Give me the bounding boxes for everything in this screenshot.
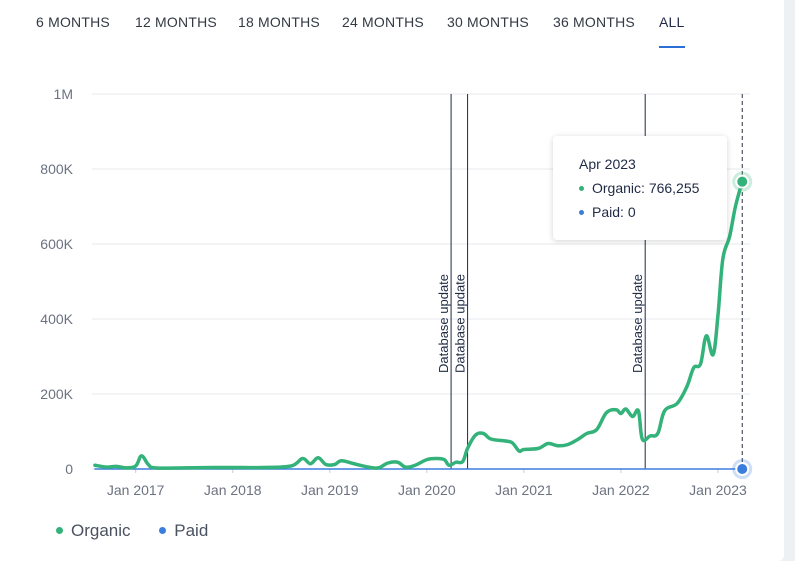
series — [93, 179, 744, 470]
paid-legend-dot-icon — [159, 527, 167, 534]
tooltip-paid-label: Paid: — [592, 204, 624, 220]
y-tick-label: 800K — [40, 161, 73, 177]
y-axis-ticks: 0 200K 400K 600K 800K 1M — [40, 86, 73, 477]
y-tick-label: 600K — [40, 236, 73, 252]
organic-legend-dot-icon — [56, 527, 63, 534]
y-tick-label: 200K — [40, 386, 73, 402]
active-tab-indicator — [659, 46, 685, 48]
x-tick-label: Jan 2017 — [107, 482, 165, 498]
tooltip-organic-value: 766,255 — [648, 180, 700, 196]
y-tick-label: 400K — [40, 311, 73, 327]
annotation-label: Database update — [630, 274, 645, 373]
tooltip-paid-value: 0 — [627, 204, 636, 220]
tooltip-organic-row: Organic: 766,255 — [579, 180, 727, 196]
x-tick-label: Jan 2021 — [495, 482, 553, 498]
tab-30-months[interactable]: 30 MONTHS — [447, 14, 529, 30]
hover-point-organic[interactable] — [735, 174, 750, 189]
hover-tooltip: Apr 2023 Organic: 766,255 Paid: 0 — [553, 136, 727, 240]
tab-24-months[interactable]: 24 MONTHS — [342, 14, 424, 30]
organic-dot-icon — [579, 185, 584, 191]
x-tick-label: Jan 2019 — [301, 482, 359, 498]
x-axis-ticks: Jan 2017 Jan 2018 Jan 2019 Jan 2020 Jan 2021… — [107, 469, 747, 498]
legend-item-paid[interactable]: Paid — [159, 521, 208, 541]
tooltip-organic-label: Organic: — [592, 180, 645, 196]
tooltip-paid-row: Paid: 0 — [579, 204, 727, 220]
tab-36-months[interactable]: 36 MONTHS — [553, 14, 635, 30]
y-tick-label: 0 — [65, 461, 73, 477]
series-line-organic[interactable] — [93, 179, 744, 470]
paid-dot-icon — [579, 209, 584, 215]
chart-legend: Organic Paid — [56, 519, 232, 541]
period-tabs: 6 MONTHS 12 MONTHS 18 MONTHS 24 MONTHS 3… — [0, 14, 784, 50]
x-tick-label: Jan 2023 — [689, 482, 747, 498]
legend-label-paid: Paid — [174, 520, 209, 540]
x-tick-label: Jan 2018 — [204, 482, 262, 498]
legend-item-organic[interactable]: Organic — [56, 521, 131, 541]
y-tick-label: 1M — [54, 86, 73, 102]
annotation-label: Database update — [453, 274, 468, 373]
legend-label-organic: Organic — [71, 520, 131, 540]
tab-6-months[interactable]: 6 MONTHS — [36, 14, 110, 30]
tab-18-months[interactable]: 18 MONTHS — [238, 14, 320, 30]
tooltip-date: Apr 2023 — [579, 156, 636, 172]
hover-point-paid[interactable] — [735, 462, 750, 476]
hover-markers — [732, 94, 753, 479]
annotation-label: Database update — [436, 274, 451, 373]
tab-12-months[interactable]: 12 MONTHS — [135, 14, 217, 30]
x-tick-label: Jan 2022 — [592, 482, 650, 498]
tab-all[interactable]: ALL — [659, 14, 685, 30]
x-tick-label: Jan 2020 — [398, 482, 456, 498]
